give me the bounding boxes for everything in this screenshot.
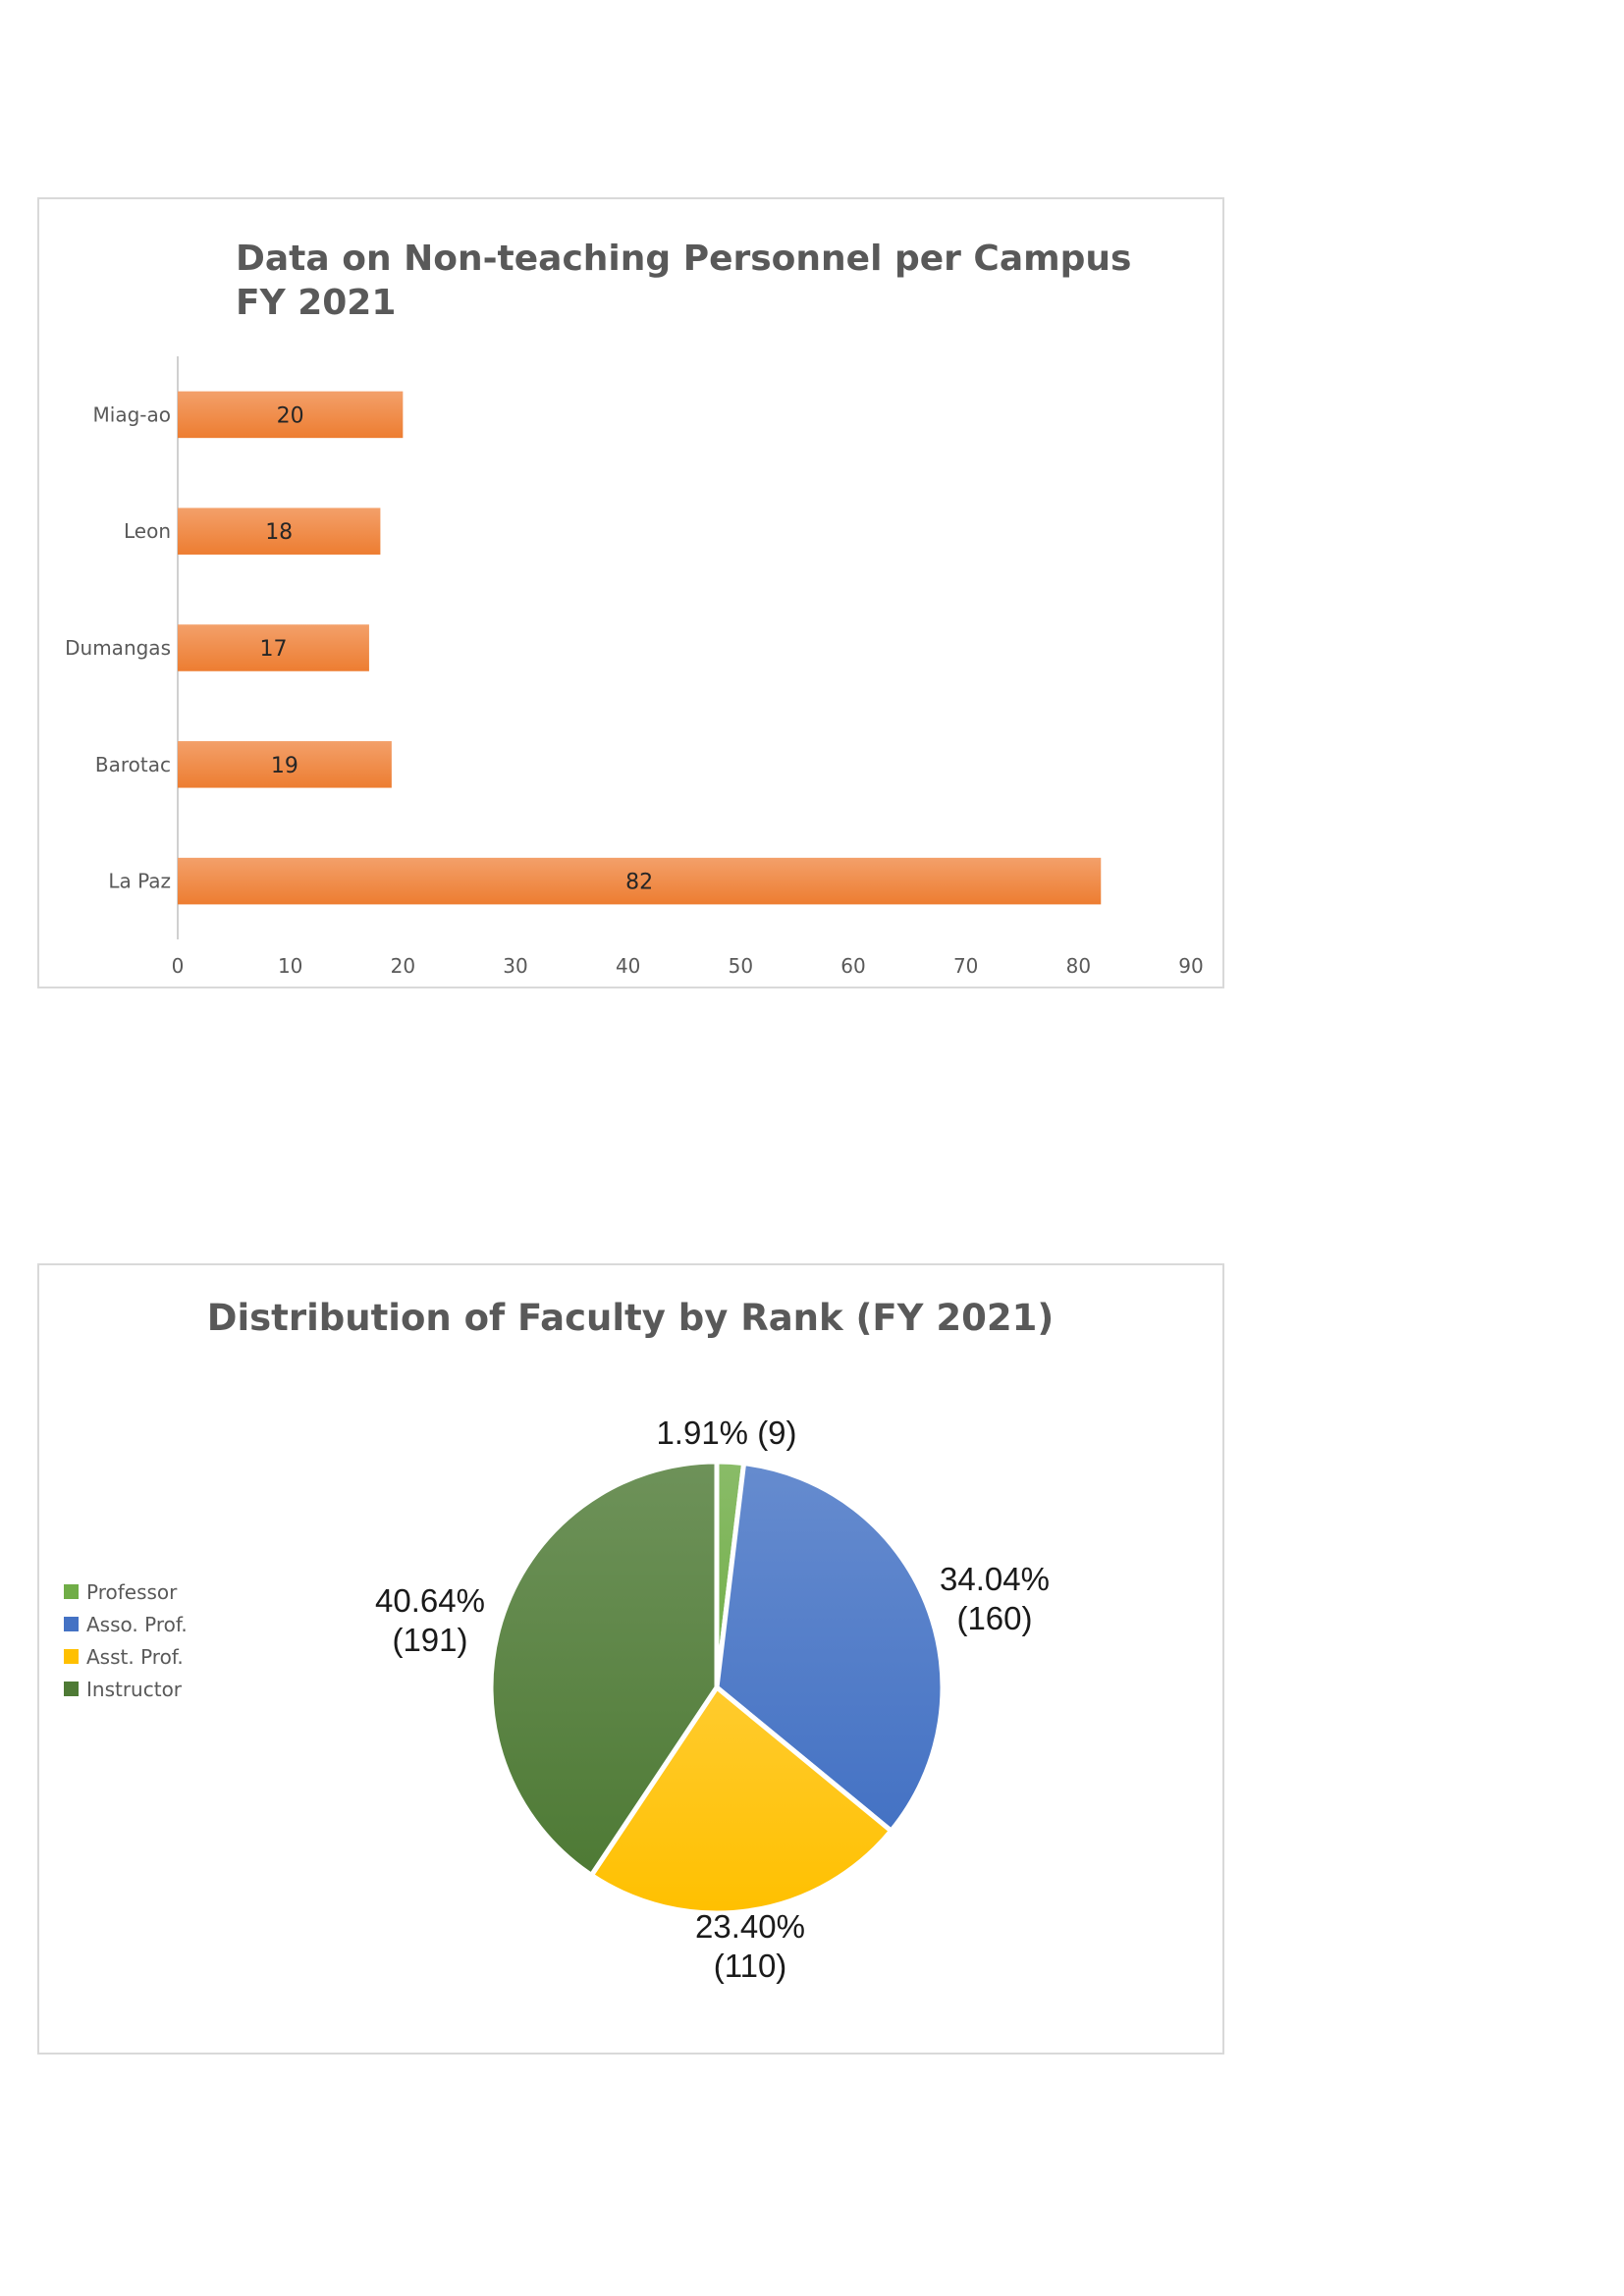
legend-entry: Instructor bbox=[86, 1678, 183, 1701]
category-label: Dumangas bbox=[65, 636, 171, 660]
bar-value-label: 19 bbox=[271, 754, 298, 778]
pie-slice-asso-prof bbox=[714, 1461, 946, 1834]
bar-miag-ao bbox=[178, 391, 404, 439]
bar-value-label: 18 bbox=[265, 520, 293, 545]
bar-chart-container: Data on Non-teaching Personnel per Campu… bbox=[37, 197, 1224, 988]
x-tick-label: 50 bbox=[729, 954, 753, 978]
x-tick-label: 30 bbox=[503, 954, 527, 978]
legend-entry: Asso. Prof. bbox=[86, 1613, 188, 1636]
bar-chart-title-line: FY 2021 bbox=[236, 283, 396, 323]
pie-slice-instructor bbox=[488, 1459, 720, 1878]
pie-data-label: 1.91% (9) bbox=[656, 1415, 796, 1451]
legend-swatch bbox=[64, 1617, 79, 1631]
x-tick-label: 0 bbox=[172, 954, 185, 978]
category-label: La Paz bbox=[108, 870, 171, 893]
x-tick-label: 70 bbox=[953, 954, 978, 978]
legend-entry: Asst. Prof. bbox=[86, 1645, 184, 1669]
bar-dumangas bbox=[178, 624, 369, 671]
x-tick-label: 80 bbox=[1066, 954, 1091, 978]
bar-barotac bbox=[178, 741, 392, 788]
pie-data-label: 23.40% (110) bbox=[695, 1908, 805, 1984]
x-tick-label: 60 bbox=[840, 954, 865, 978]
x-tick-label: 10 bbox=[278, 954, 302, 978]
category-label: Barotac bbox=[95, 753, 171, 776]
pie-chart-title: Distribution of Faculty by Rank (FY 2021… bbox=[207, 1297, 1055, 1339]
pie-data-label: 34.04% (160) bbox=[940, 1561, 1050, 1636]
pie-slice-asst-prof bbox=[588, 1684, 894, 1916]
bar-leon bbox=[178, 507, 381, 555]
legend-swatch bbox=[64, 1649, 79, 1664]
pie-chart: Distribution of Faculty by Rank (FY 2021… bbox=[64, 1297, 1055, 1984]
category-label: Miag-ao bbox=[93, 402, 171, 426]
bar-la-paz bbox=[178, 857, 1102, 905]
x-tick-label: 20 bbox=[391, 954, 415, 978]
pie-data-label: 40.64% (191) bbox=[375, 1582, 485, 1658]
legend-swatch bbox=[64, 1682, 79, 1696]
pie-chart-container: Distribution of Faculty by Rank (FY 2021… bbox=[37, 1263, 1224, 2055]
bar-chart-title-line: Data on Non-teaching Personnel per Campu… bbox=[236, 239, 1131, 279]
bar-value-label: 17 bbox=[259, 637, 287, 662]
bar-value-label: 20 bbox=[277, 403, 304, 428]
category-label: Leon bbox=[124, 519, 171, 543]
bar-value-label: 82 bbox=[625, 871, 653, 895]
bar-chart: Data on Non-teaching Personnel per Campu… bbox=[65, 239, 1204, 978]
legend-swatch bbox=[64, 1584, 79, 1599]
x-tick-label: 90 bbox=[1178, 954, 1203, 978]
x-tick-label: 40 bbox=[616, 954, 640, 978]
legend-entry: Professor bbox=[86, 1580, 178, 1604]
